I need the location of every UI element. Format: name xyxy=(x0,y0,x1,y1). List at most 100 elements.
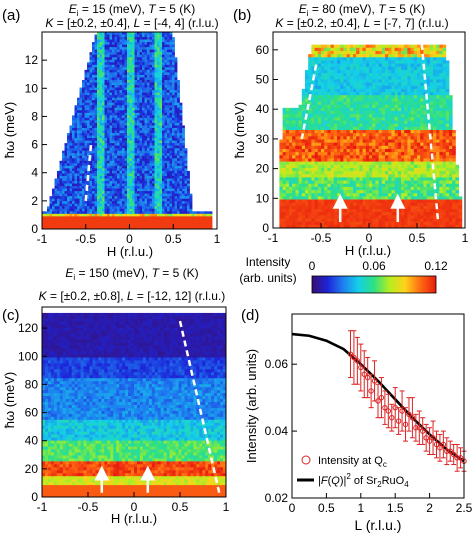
y-tick-label: 10 xyxy=(25,81,39,95)
x-tick-label: 1 xyxy=(462,231,469,245)
header-t-value: = 5 (K) xyxy=(156,2,196,16)
panel-c-header2: K = [±0.2, ±0.8], L = [-12, 12] (r.l.u.) xyxy=(39,289,226,303)
data-point xyxy=(375,398,381,404)
x-tick-label: 0 xyxy=(126,232,133,246)
dispersion-line-left xyxy=(300,64,318,140)
colorbar-subtitle: (arb. units) xyxy=(239,271,296,285)
header-e: E xyxy=(299,2,308,16)
colorbar-tick-2: 0.12 xyxy=(424,259,448,273)
header-l: L xyxy=(127,289,134,303)
x-tick-label: 2 xyxy=(426,501,433,515)
y-tick-label: 100 xyxy=(18,349,38,363)
data-point xyxy=(450,451,457,458)
y-tick-label: 40 xyxy=(25,434,39,448)
y-tick-label: 0.02 xyxy=(265,491,289,505)
y-tick-label: 0 xyxy=(31,490,38,504)
data-point xyxy=(420,428,426,434)
panel-a-xlabel: H (r.l.u.) xyxy=(107,244,153,259)
panel-label-b: (b) xyxy=(233,7,251,24)
panel-b: Ei = 80 (meV), T = 5 (K) K = [±0.2, ±0.4… xyxy=(232,2,469,258)
y-tick-label: 120 xyxy=(18,321,38,335)
data-point xyxy=(358,364,364,371)
data-point xyxy=(423,435,429,441)
panel-b-header: Ei = 80 (meV), T = 5 (K) xyxy=(299,2,426,18)
x-tick-label: -1 xyxy=(37,500,48,514)
x-tick-label: 0.5 xyxy=(318,501,335,515)
header-e-sub: i xyxy=(77,9,79,18)
y-tick-label: 6 xyxy=(31,138,38,152)
header-t: T xyxy=(378,2,387,16)
data-point xyxy=(433,441,440,448)
panel-a-ylabel: ħω (meV) xyxy=(2,102,17,158)
data-point xyxy=(447,448,453,454)
data-point xyxy=(454,455,460,461)
data-point xyxy=(402,421,409,428)
data-point xyxy=(406,411,412,418)
legend-label-intensity-sub: c xyxy=(383,460,387,469)
header-t-value: = 5 (K) xyxy=(159,266,199,280)
x-tick-label: -1 xyxy=(268,231,279,245)
data-point xyxy=(389,415,395,421)
data-point xyxy=(364,374,371,381)
panel-c-xlabel: H (r.l.u.) xyxy=(111,511,157,526)
panel-d-plot xyxy=(291,330,467,472)
panel-d-legend: Intensity at Qc |F(Q)|2 of Sr2RuO4 xyxy=(297,455,409,489)
x-tick-label: 0.5 xyxy=(172,500,189,514)
panel-b-ylabel: ħω (meV) xyxy=(232,102,247,158)
panel-c: Ei = 150 (meV), T = 5 (K) K = [±0.2, ±0.… xyxy=(2,266,230,526)
y-tick-label: 2 xyxy=(31,194,38,208)
y-tick-label: 30 xyxy=(256,132,270,146)
data-point xyxy=(371,378,378,384)
header-k-value: = [±0.2, ±0.4], xyxy=(283,16,363,30)
y-tick-label: 0.06 xyxy=(265,357,289,371)
y-tick-label: 8 xyxy=(31,109,38,123)
legend-label-intensity-text: Intensity at Q xyxy=(318,455,383,467)
header-k-value: = [±0.2, ±0.4], xyxy=(53,16,133,30)
header-e: E xyxy=(65,266,74,280)
y-tick-label: 20 xyxy=(256,162,270,176)
x-tick-label: 0 xyxy=(366,231,373,245)
header-l-value: = [-4, 4] (r.l.u.) xyxy=(140,16,218,30)
data-point xyxy=(409,415,416,421)
panel-label-c: (c) xyxy=(2,307,20,324)
panel-label-d: (d) xyxy=(241,307,259,324)
y-tick-label: 10 xyxy=(256,191,270,205)
legend-label-intensity: Intensity at Qc xyxy=(318,455,387,469)
y-tick-label: 4 xyxy=(31,166,38,180)
y-tick-label: 20 xyxy=(25,462,39,476)
header-e-sub: i xyxy=(73,273,75,282)
panel-a-header2: K = [±0.2, ±0.4], L = [-4, 4] (r.l.u.) xyxy=(45,16,218,30)
header-k: K xyxy=(39,289,48,303)
data-point xyxy=(361,371,367,377)
panel-b-header2: K = [±0.2, ±0.4], L = [-7, 7] (r.l.u.) xyxy=(275,16,448,30)
data-point xyxy=(457,455,464,461)
header-t-value: = 5 (K) xyxy=(386,2,426,16)
header-e-value: = 150 (meV), xyxy=(75,266,151,280)
header-t: T xyxy=(148,2,157,16)
data-point xyxy=(354,358,361,364)
header-e-value: = 15 (meV), xyxy=(79,2,149,16)
colorbar-tick-0: 0 xyxy=(309,259,316,273)
data-point xyxy=(413,425,419,431)
axes-frame xyxy=(291,313,465,499)
data-point xyxy=(385,408,392,414)
panel-b-xlabel: H (r.l.u.) xyxy=(345,243,391,258)
header-e: E xyxy=(69,2,78,16)
panel-d-axes: 0 0.5 1 1.5 2 2.5 0.02 0.04 0.06 xyxy=(265,313,473,515)
data-point xyxy=(426,438,433,444)
x-tick-label: -1 xyxy=(37,232,48,246)
data-point xyxy=(378,394,385,401)
legend-label-formfactor: |F(Q)|2 of Sr2RuO4 xyxy=(318,472,409,489)
data-point xyxy=(430,435,436,441)
panel-d-ylabel: Intensity (arb. units) xyxy=(244,349,259,463)
x-tick-label: 1 xyxy=(214,232,221,246)
formfactor-curve xyxy=(291,332,465,463)
data-point xyxy=(399,408,405,414)
panel-label-a: (a) xyxy=(2,7,20,24)
header-l: L xyxy=(364,16,371,30)
panel-d: 0 0.5 1 1.5 2 2.5 0.02 0.04 0.06 L (r.l.u.) Inte… xyxy=(244,313,473,533)
header-l-value: = [-7, 7] (r.l.u.) xyxy=(370,16,448,30)
x-tick-label: 0 xyxy=(131,500,138,514)
x-tick-label: 0.5 xyxy=(165,232,182,246)
